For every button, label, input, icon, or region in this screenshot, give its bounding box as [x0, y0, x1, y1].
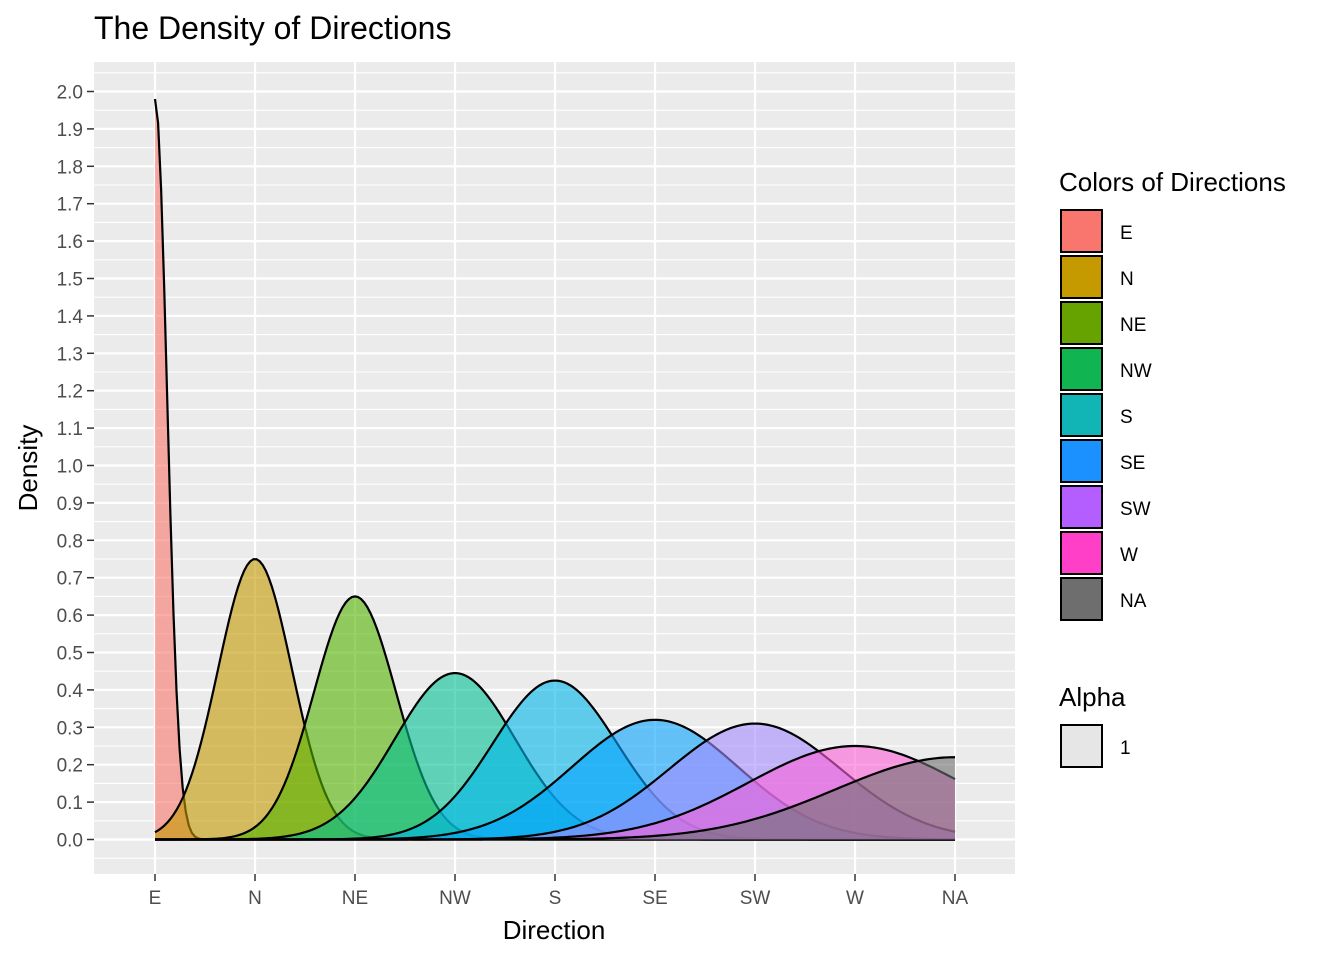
- legend-key-se: [1060, 439, 1103, 483]
- density-line-na: [155, 756, 956, 841]
- y-tick-label: 0.2: [57, 756, 83, 777]
- alpha-legend-label: 1: [1120, 738, 1131, 759]
- x-axis-title: Direction: [503, 915, 606, 945]
- legend-key-na: [1060, 577, 1103, 621]
- y-tick-label: 0.3: [57, 718, 83, 739]
- legend-label-se: SE: [1120, 453, 1145, 474]
- legend-label-sw: SW: [1120, 499, 1151, 520]
- y-tick-label: 1.7: [57, 195, 83, 216]
- y-tick-label: 1.1: [57, 419, 83, 440]
- y-tick-label: 2.0: [57, 83, 83, 104]
- x-tick-label: N: [248, 888, 262, 909]
- density-area-s: [155, 680, 955, 840]
- legend-label-n: N: [1120, 269, 1134, 290]
- y-tick-label: 0.6: [57, 606, 83, 627]
- legend-label-ne: NE: [1120, 315, 1146, 336]
- y-tick-label: 1.2: [57, 382, 83, 403]
- legend-label-nw: NW: [1120, 361, 1152, 382]
- legend-key-ne: [1060, 301, 1103, 345]
- y-tick-label: 1.8: [57, 157, 83, 178]
- alpha-legend-title: Alpha: [1059, 682, 1126, 712]
- x-tick-label: E: [149, 888, 162, 909]
- density-area-n: [155, 559, 955, 840]
- y-tick-label: 0.1: [57, 793, 83, 814]
- y-tick-label: 1.3: [57, 344, 83, 365]
- y-axis-title: Density: [13, 425, 43, 512]
- y-tick-label: 1.5: [57, 270, 83, 291]
- legend-key-nw: [1060, 347, 1103, 391]
- density-area-na: [155, 757, 955, 840]
- legend-label-w: W: [1120, 545, 1138, 566]
- alpha-legend: Alpha 1: [1059, 682, 1131, 768]
- legend-key-s: [1060, 393, 1103, 437]
- legend-label-s: S: [1120, 407, 1133, 428]
- y-tick-label: 1.4: [57, 307, 84, 328]
- y-tick-label: 0.0: [57, 831, 83, 852]
- legend-key-sw: [1060, 485, 1103, 529]
- x-tick-label: SE: [642, 888, 667, 909]
- y-tick-label: 1.6: [57, 232, 83, 253]
- density-area-w: [155, 746, 955, 840]
- y-tick-label: 0.7: [57, 569, 83, 590]
- legend-label-e: E: [1120, 223, 1133, 244]
- y-tick-label: 0.9: [57, 494, 83, 515]
- density-area-ne: [155, 596, 955, 840]
- legend-key-e: [1060, 209, 1103, 253]
- alpha-legend-key: [1060, 724, 1103, 768]
- x-tick-label: NW: [439, 888, 471, 909]
- y-tick-label: 0.8: [57, 531, 83, 552]
- y-tick-label: 0.5: [57, 644, 83, 665]
- y-tick-label: 0.4: [57, 681, 84, 702]
- legend-key-w: [1060, 531, 1103, 575]
- y-tick-label: 1.0: [57, 457, 83, 478]
- x-tick-label: NE: [342, 888, 368, 909]
- chart-title: The Density of Directions: [94, 10, 451, 46]
- x-tick-label: SW: [740, 888, 771, 909]
- legend: Colors of Directions E N NE NW S SE SW W NA: [1059, 167, 1286, 621]
- x-tick-label: NA: [942, 888, 969, 909]
- x-tick-label: S: [549, 888, 562, 909]
- y-axis: 0.0 0.1 0.2 0.3 0.4 0.5 0.6 0.7 0.8 0.9 1.0 1.1 1.2 1…: [57, 83, 94, 852]
- density-areas: [153, 98, 956, 841]
- legend-key-n: [1060, 255, 1103, 299]
- x-axis: E N NE NW S SE SW W NA: [149, 874, 969, 909]
- y-tick-label: 1.9: [57, 120, 83, 141]
- legend-title: Colors of Directions: [1059, 167, 1286, 197]
- legend-label-na: NA: [1120, 591, 1147, 612]
- x-tick-label: W: [846, 888, 864, 909]
